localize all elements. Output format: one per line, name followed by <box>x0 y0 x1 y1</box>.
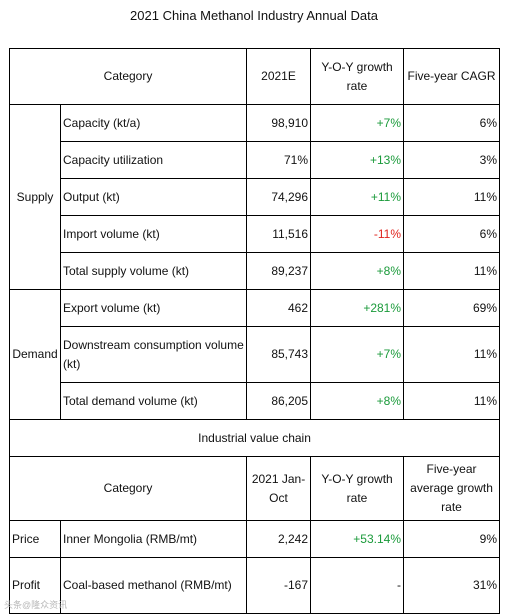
row-value: 86,205 <box>246 382 312 420</box>
row-yoy: +53.14% <box>310 520 405 558</box>
row-item: Output (kt) <box>59 178 248 216</box>
header-yoy: Y-O-Y growth rate <box>310 48 405 105</box>
methanol-data-table: Category 2021E Y-O-Y growth rate Five-ye… <box>8 48 501 614</box>
row-value: 462 <box>246 289 312 327</box>
row-item: Downstream consumption volume (kt) <box>59 326 248 383</box>
row-item: Capacity (kt/a) <box>59 104 248 142</box>
price-label: Price <box>9 520 61 558</box>
watermark: 头条@隆众资讯 <box>4 600 68 610</box>
header-row: Category 2021 Jan-Oct Y-O-Y growth rate … <box>8 456 501 521</box>
row-item: Export volume (kt) <box>59 289 248 327</box>
table-row: Output (kt) 74,296 +11% 11% <box>10 178 501 216</box>
table-row: Total supply volume (kt) 89,237 +8% 11% <box>10 252 501 290</box>
row-avg: 9% <box>403 520 501 558</box>
row-item: Inner Mongolia (RMB/mt) <box>59 520 248 558</box>
page-title: 2021 China Methanol Industry Annual Data <box>130 8 378 23</box>
row-value: 98,910 <box>246 104 312 142</box>
row-cagr: 6% <box>403 215 501 253</box>
table-row: Capacity utilization 71% +13% 3% <box>10 141 501 179</box>
row-yoy: +11% <box>310 178 405 216</box>
row-cagr: 11% <box>403 252 501 290</box>
row-item: Capacity utilization <box>59 141 248 179</box>
header-row: Category 2021E Y-O-Y growth rate Five-ye… <box>8 48 501 105</box>
table-row: Profit Coal-based methanol (RMB/mt) -167… <box>9 557 501 614</box>
value-chain-title: Industrial value chain <box>8 419 501 457</box>
table-row: Total demand volume (kt) 86,205 +8% 11% <box>10 382 501 420</box>
header-cagr: Five-year CAGR <box>403 48 501 105</box>
row-value: 89,237 <box>246 252 312 290</box>
row-yoy: - <box>310 557 405 614</box>
row-yoy: +281% <box>310 289 405 327</box>
row-yoy: +8% <box>310 382 405 420</box>
row-cagr: 3% <box>403 141 501 179</box>
row-value: 11,516 <box>246 215 312 253</box>
row-item: Total supply volume (kt) <box>59 252 248 290</box>
row-cagr: 11% <box>403 326 501 383</box>
row-cagr: 11% <box>403 382 501 420</box>
row-cagr: 11% <box>403 178 501 216</box>
row-item: Import volume (kt) <box>59 215 248 253</box>
row-cagr: 69% <box>403 289 501 327</box>
row-value: 2,242 <box>246 520 312 558</box>
row-value: 71% <box>246 141 312 179</box>
supply-label: Supply <box>9 104 61 290</box>
header-year: 2021E <box>246 48 312 105</box>
row-value: 74,296 <box>246 178 312 216</box>
table-row: Supply Capacity (kt/a) 98,910 +7% 6% <box>9 104 501 290</box>
demand-label: Demand <box>9 289 61 420</box>
vc-header-category: Category <box>8 456 248 521</box>
row-value: 85,743 <box>246 326 312 383</box>
row-item: Total demand volume (kt) <box>59 382 248 420</box>
row-value: -167 <box>246 557 312 614</box>
row-avg: 31% <box>403 557 501 614</box>
row-yoy: +13% <box>310 141 405 179</box>
header-category: Category <box>8 48 248 105</box>
table-row: Demand Export volume (kt) 462 +281% 69% <box>9 289 501 420</box>
row-yoy: -11% <box>310 215 405 253</box>
table-row: Price Inner Mongolia (RMB/mt) 2,242 +53.… <box>9 520 501 558</box>
row-cagr: 6% <box>403 104 501 142</box>
vc-header-period: 2021 Jan-Oct <box>246 456 312 521</box>
section-row: Industrial value chain <box>8 419 501 457</box>
table-row: Downstream consumption volume (kt) 85,74… <box>10 326 501 383</box>
vc-header-yoy: Y-O-Y growth rate <box>310 456 405 521</box>
row-yoy: +8% <box>310 252 405 290</box>
row-yoy: +7% <box>310 104 405 142</box>
profit-label: Profit <box>9 557 61 614</box>
table-row: Import volume (kt) 11,516 -11% 6% <box>10 215 501 253</box>
vc-header-avg: Five-year average growth rate <box>403 456 501 521</box>
row-yoy: +7% <box>310 326 405 383</box>
row-item: Coal-based methanol (RMB/mt) <box>59 557 248 614</box>
